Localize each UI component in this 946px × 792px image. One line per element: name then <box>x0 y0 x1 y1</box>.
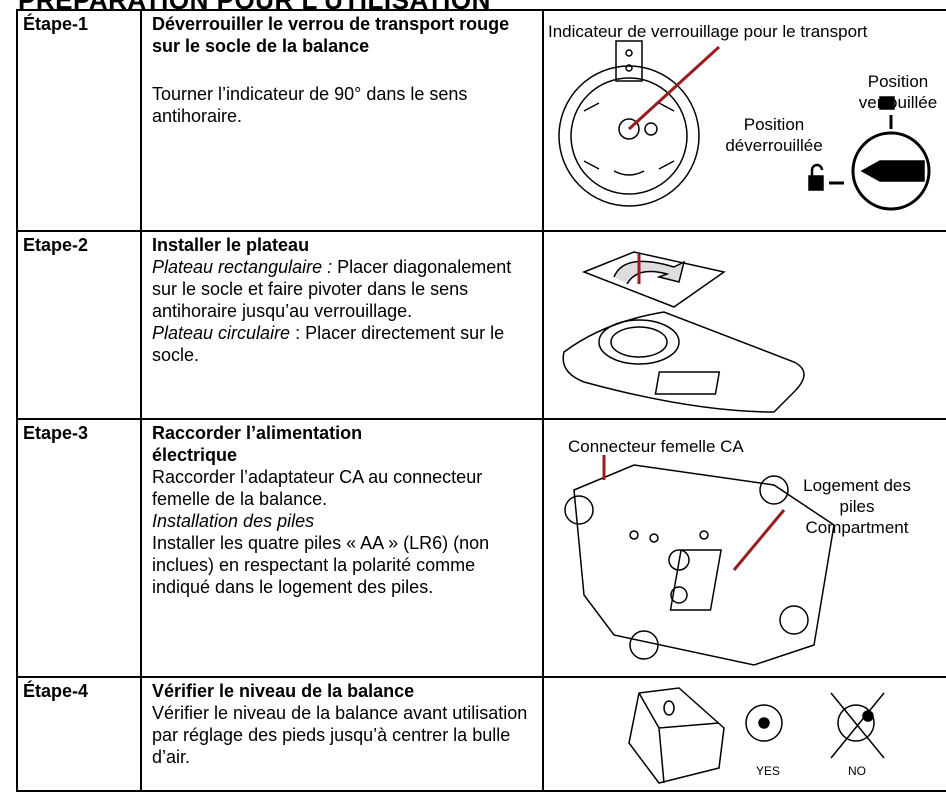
step-label: Étape-4 <box>16 676 142 792</box>
step-label: Etape-3 <box>16 418 142 678</box>
step-row: Etape-3 Raccorder l’alimentation électri… <box>16 418 946 678</box>
step-label: Etape-2 <box>16 230 142 420</box>
paragraph-text: Tourner l’indicateur de 90° dans le sens… <box>152 84 468 126</box>
step-text: Vérifier le niveau de la balance Vérifie… <box>140 676 544 792</box>
step-figure: YES NO <box>542 676 946 792</box>
paragraph-text: Vérifier le niveau de la balance avant u… <box>152 703 528 767</box>
paragraph-text: Installer les quatre piles « AA » (LR6) … <box>152 533 490 597</box>
step-text: Raccorder l’alimentation électrique Racc… <box>140 418 544 678</box>
platter-illustration <box>562 251 805 413</box>
step-paragraph: Raccorder l’adaptateur CA au connecteur … <box>152 466 536 510</box>
step-row: Etape-2 Installer le plateau Plateau rec… <box>16 230 946 420</box>
steps-table: Étape-1 Déverrouiller le verrou de trans… <box>16 9 946 792</box>
lock-illustration <box>558 40 931 211</box>
step-figure: Connecteur femelle CA Logement des piles… <box>542 418 946 678</box>
step-row: Étape-1 Déverrouiller le verrou de trans… <box>16 9 946 232</box>
battery-illustration <box>564 455 835 666</box>
step-paragraph: Plateau rectangulaire : Placer diagonale… <box>152 256 536 322</box>
step-figure: Indicateur de verrouillage pour le trans… <box>542 9 946 232</box>
step-paragraph: Plateau circulaire : Placer directement … <box>152 322 536 366</box>
step-row: Étape-4 Vérifier le niveau de la balance… <box>16 676 946 792</box>
paragraph-text: Placer diagonalement sur le socle et fai… <box>152 257 512 321</box>
step-figure <box>542 230 946 420</box>
step-paragraph: Installation des piles <box>152 510 536 532</box>
step-text: Déverrouiller le verrou de transport rou… <box>140 9 544 232</box>
paragraph-italic: Installation des piles <box>152 511 315 531</box>
figure-label: YES <box>756 764 780 778</box>
step-paragraph: Tourner l’indicateur de 90° dans le sens… <box>152 83 536 127</box>
step-label: Étape-1 <box>16 9 142 232</box>
step-heading: Déverrouiller le verrou de transport rou… <box>152 14 510 56</box>
figure-label: Logement des piles Compartment <box>803 476 911 537</box>
step-paragraph: Installer les quatre piles « AA » (LR6) … <box>152 532 536 598</box>
figure-label: NO <box>848 764 866 778</box>
step-heading: Raccorder l’alimentation électrique <box>152 423 363 465</box>
figure-label: Position verrouillée <box>858 72 938 112</box>
step-text: Installer le plateau Plateau rectangulai… <box>140 230 544 420</box>
step-heading: Vérifier le niveau de la balance <box>152 681 415 701</box>
step-paragraph: Vérifier le niveau de la balance avant u… <box>152 702 536 768</box>
level-illustration: YES NO <box>628 687 885 784</box>
figure-label: Connecteur femelle CA <box>568 437 744 456</box>
paragraph-italic: Plateau rectangulaire : <box>152 257 333 277</box>
paragraph-italic: Plateau circulaire <box>152 323 291 343</box>
figure-label: Indicateur de verrouillage pour le trans… <box>548 22 868 41</box>
figure-label: Position déverrouillée <box>725 115 823 155</box>
step-heading: Installer le plateau <box>152 235 310 255</box>
paragraph-text: : Placer directement sur le socle. <box>152 323 505 365</box>
paragraph-text: Raccorder l’adaptateur CA au connecteur … <box>152 467 483 509</box>
